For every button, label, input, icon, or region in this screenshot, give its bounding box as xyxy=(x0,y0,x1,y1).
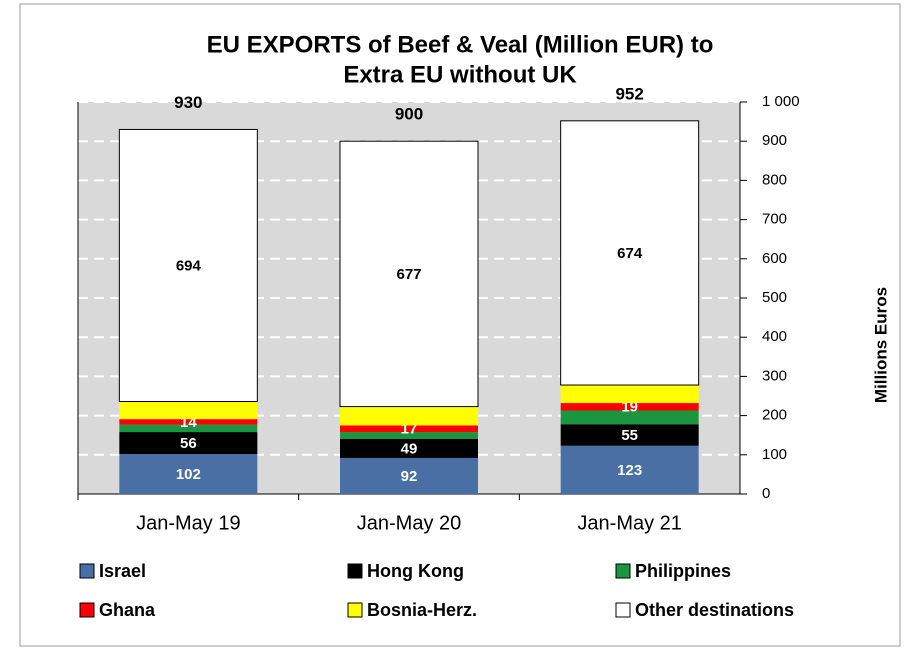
legend-label: Hong Kong xyxy=(367,561,464,581)
legend-swatch xyxy=(615,602,631,618)
x-tick-label: Jan-May 20 xyxy=(357,512,462,534)
bar-segment xyxy=(119,432,258,455)
data-label: 55 xyxy=(621,427,638,444)
legend-swatch xyxy=(347,563,363,579)
total-label: 900 xyxy=(395,105,423,124)
legend-label: Philippines xyxy=(635,561,731,581)
bar-segment xyxy=(340,438,478,458)
bar-segment xyxy=(560,445,699,494)
bar-segment xyxy=(340,425,478,433)
legend-label: Ghana xyxy=(99,600,156,620)
legend-swatch xyxy=(79,602,95,618)
data-label: 674 xyxy=(617,245,643,262)
y-tick-label: 200 xyxy=(762,407,787,424)
bar-segment xyxy=(339,140,479,408)
data-label: 56 xyxy=(180,435,197,452)
y-tick-label: 100 xyxy=(762,446,787,463)
legend-swatch xyxy=(615,563,631,579)
bar-segment xyxy=(340,406,478,426)
bar-segment xyxy=(560,120,700,386)
x-tick-label: Jan-May 19 xyxy=(136,512,241,534)
data-label: 49 xyxy=(401,440,418,457)
legend-label: Israel xyxy=(99,561,146,581)
bar-segment xyxy=(119,424,258,433)
bar-segment xyxy=(119,401,258,420)
bar-segment xyxy=(119,419,258,425)
legend-swatch xyxy=(347,602,363,618)
bar-segment xyxy=(340,432,478,439)
y-tick-label: 700 xyxy=(762,211,787,228)
data-label: 92 xyxy=(401,468,418,485)
legend-swatch xyxy=(79,563,95,579)
chart-title: Extra EU without UK xyxy=(343,61,577,88)
data-label: 102 xyxy=(176,466,201,483)
bar-segment xyxy=(560,403,699,411)
y-tick-label: 400 xyxy=(762,328,787,345)
total-label: 930 xyxy=(174,93,202,112)
data-label: 694 xyxy=(176,257,202,274)
legend-label: Other destinations xyxy=(635,600,794,620)
y-tick-label: 900 xyxy=(762,132,787,149)
bar-segment xyxy=(340,457,478,494)
y-tick-label: 300 xyxy=(762,367,787,384)
bar-segment xyxy=(560,424,699,446)
y-tick-label: 600 xyxy=(762,250,787,267)
bar-segment xyxy=(118,128,258,402)
y-tick-label: 800 xyxy=(762,171,787,188)
bar-segment xyxy=(119,454,258,494)
y-tick-label: 500 xyxy=(762,289,787,306)
data-label: 677 xyxy=(396,266,421,283)
y-tick-label: 0 xyxy=(762,485,770,502)
chart-title: EU EXPORTS of Beef & Veal (Million EUR) … xyxy=(207,31,714,58)
y-axis-label: Millions Euros xyxy=(871,287,890,403)
legend-label: Bosnia-Herz. xyxy=(367,600,477,620)
total-label: 952 xyxy=(615,84,643,103)
bar-segment xyxy=(560,385,699,404)
bar-segment xyxy=(560,410,699,425)
data-label: 123 xyxy=(617,462,642,479)
y-tick-label: 1 000 xyxy=(762,93,800,110)
x-tick-label: Jan-May 21 xyxy=(577,512,682,534)
